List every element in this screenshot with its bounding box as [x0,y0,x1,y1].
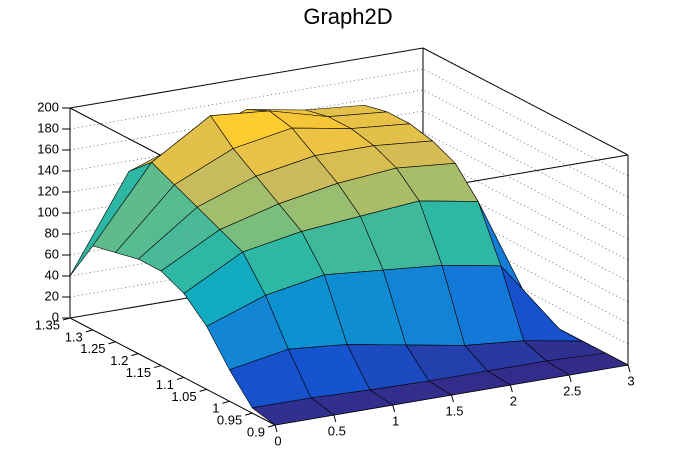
y-tick-label: 0.9 [247,424,265,439]
grid-line [69,68,629,177]
grid-line [69,47,629,156]
y-tick-label: 1.35 [35,317,60,332]
x-tick [568,374,572,383]
z-tick-label: 160 [37,141,59,156]
x-tick-label: 0 [274,433,281,448]
grid-line [69,110,629,219]
z-tick-label: 180 [37,120,59,135]
x-tick-label: 0.5 [328,423,346,438]
y-tick [108,341,116,345]
y-tick-label: 1.05 [171,389,196,404]
x-tick-label: 2 [510,393,517,408]
y-tick-label: 1 [212,401,219,416]
y-tick [245,412,253,416]
z-tick-label: 20 [45,288,59,303]
y-tick-label: 1.1 [156,377,174,392]
y-tick [222,400,230,404]
y-tick-label: 1.25 [80,341,105,356]
y-tick [153,365,162,369]
x-tick-label: 1 [392,413,399,428]
box-edge [69,317,276,426]
grid-line [69,89,629,198]
chart-title: Graph2D [303,4,392,29]
y-tick [199,388,207,392]
y-tick-label: 1.15 [126,365,151,380]
x-tick [627,364,631,373]
y-tick-label: 1.2 [110,353,128,368]
z-tick-label: 140 [37,162,59,177]
y-tick [85,329,93,333]
x-tick [274,424,278,433]
x-tick [392,404,396,413]
y-tick [176,376,185,380]
z-tick-label: 40 [45,267,59,282]
grid-line [69,131,629,240]
x-tick-label: 1.5 [445,403,463,418]
z-tick-label: 200 [37,99,59,114]
y-tick [62,317,71,321]
z-tick-label: 0 [52,309,59,324]
y-tick [131,353,139,357]
z-tick-label: 120 [37,183,59,198]
z-tick-label: 100 [37,204,59,219]
y-tick-label: 0.95 [217,413,242,428]
box-edge [69,47,424,109]
grid-line [69,236,629,345]
x-tick [451,394,454,403]
z-tick-label: 60 [45,246,59,261]
surface-cell [251,397,335,426]
grid-line [69,215,629,324]
z-tick-label: 80 [45,225,59,240]
grid-line [69,152,629,261]
y-tick [267,424,276,428]
x-tick-label: 2.5 [563,383,581,398]
grid-line [69,194,629,303]
x-tick [333,414,337,423]
x-tick-label: 3 [627,373,634,388]
x-tick [509,384,513,393]
grid-line [69,173,629,282]
y-tick-label: 1.3 [65,329,83,344]
